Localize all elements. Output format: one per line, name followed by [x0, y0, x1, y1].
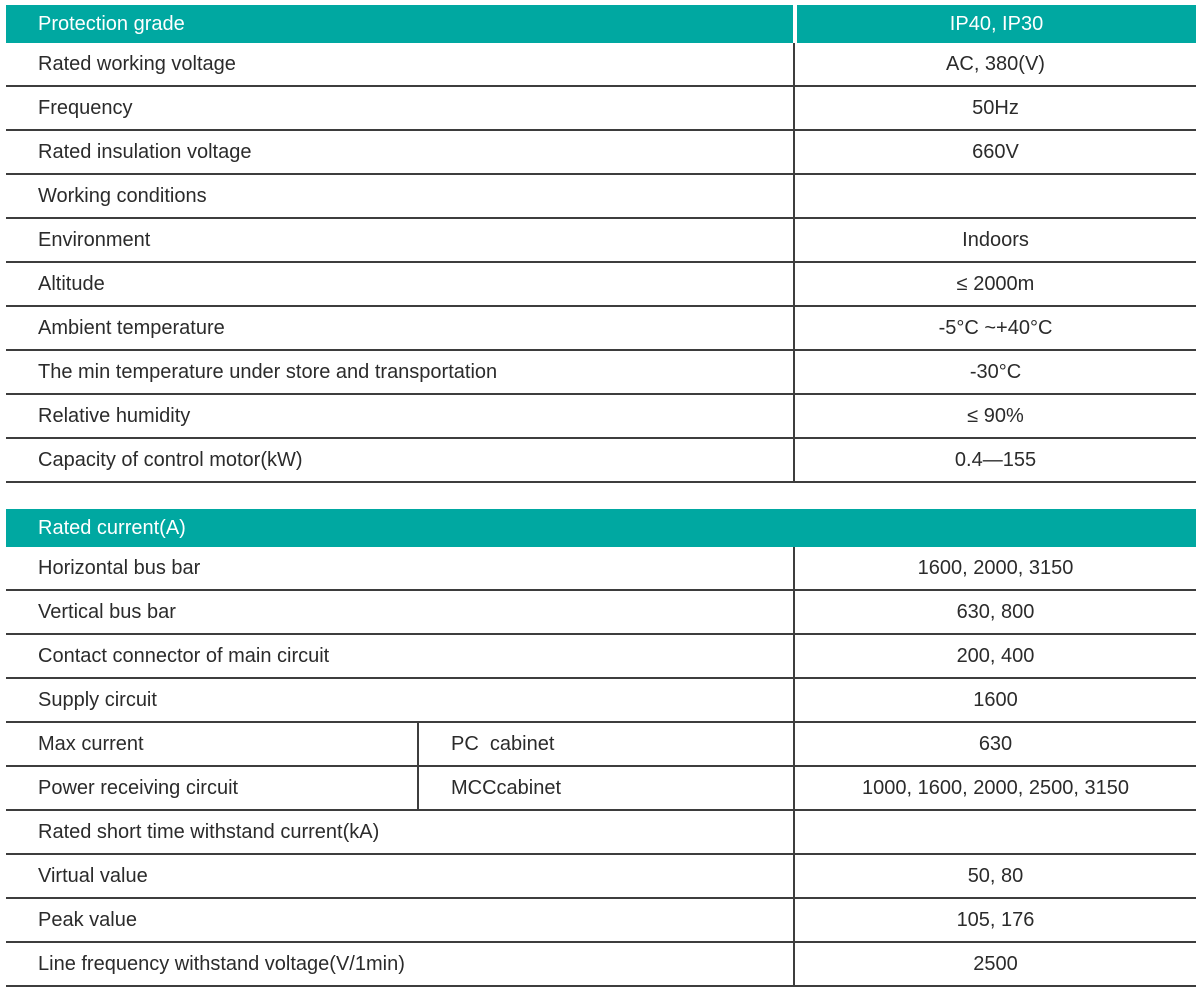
row-label: Frequency [38, 96, 133, 119]
row-value: 50, 80 [793, 855, 1196, 897]
row-label: Rated short time withstand current(kA) [38, 820, 380, 843]
rated-current-table: Rated current(A) Horizontal bus bar 1600… [6, 509, 1196, 987]
row-value: -5°C ~+40°C [793, 307, 1196, 349]
table-row: Rated working voltage AC, 380(V) [6, 43, 1196, 87]
row-label: Power receiving circuit [38, 776, 239, 799]
row-value: 50Hz [793, 87, 1196, 129]
row-value: ≤ 2000m [793, 263, 1196, 305]
row-label: Peak value [38, 908, 137, 931]
table-row: Power receiving circuit MCCcabinet 1000,… [6, 767, 1196, 811]
table-row: Supply circuit 1600 [6, 679, 1196, 723]
table-header: Protection grade IP40, IP30 [6, 5, 1196, 43]
table-row: Rated short time withstand current(kA) [6, 811, 1196, 855]
table-row: Contact connector of main circuit 200, 4… [6, 635, 1196, 679]
row-value: AC, 380(V) [793, 43, 1196, 85]
table-row: Environment Indoors [6, 219, 1196, 263]
row-value [793, 175, 1196, 217]
row-value [793, 811, 1196, 853]
table-row: Frequency 50Hz [6, 87, 1196, 131]
protection-grade-table: Protection grade IP40, IP30 Rated workin… [6, 5, 1196, 483]
row-value: 2500 [793, 943, 1196, 985]
table-row: Working conditions [6, 175, 1196, 219]
row-label: The min temperature under store and tran… [38, 360, 498, 383]
row-label: Horizontal bus bar [38, 556, 201, 579]
table-row: Relative humidity ≤ 90% [6, 395, 1196, 439]
row-label: Virtual value [38, 864, 148, 887]
header-label: Protection grade [6, 5, 793, 43]
row-sub-label: PC cabinet [417, 723, 793, 765]
row-value: ≤ 90% [793, 395, 1196, 437]
row-label: Environment [38, 228, 151, 251]
row-label: Supply circuit [38, 688, 157, 711]
row-label: Max current [38, 732, 144, 755]
table-spacer [6, 483, 1196, 509]
table-row: Capacity of control motor(kW) 0.4—155 [6, 439, 1196, 483]
row-value: 105, 176 [793, 899, 1196, 941]
row-label: Rated insulation voltage [38, 140, 252, 163]
row-value: 630, 800 [793, 591, 1196, 633]
table-row: Max current PC cabinet 630 [6, 723, 1196, 767]
row-label: Altitude [38, 272, 105, 295]
row-label: Capacity of control motor(kW) [38, 448, 303, 471]
row-value: 1000, 1600, 2000, 2500, 3150 [793, 767, 1196, 809]
row-value: -30°C [793, 351, 1196, 393]
row-value: 1600, 2000, 3150 [793, 547, 1196, 589]
row-sub-label: MCCcabinet [417, 767, 793, 809]
table-row: Peak value 105, 176 [6, 899, 1196, 943]
row-value: Indoors [793, 219, 1196, 261]
row-label: Working conditions [38, 184, 207, 207]
row-value: 660V [793, 131, 1196, 173]
row-value: 200, 400 [793, 635, 1196, 677]
row-value: 1600 [793, 679, 1196, 721]
row-label: Contact connector of main circuit [38, 644, 330, 667]
row-value: 630 [793, 723, 1196, 765]
row-label: Vertical bus bar [38, 600, 176, 623]
header-value: IP40, IP30 [797, 5, 1196, 43]
table-row: Horizontal bus bar 1600, 2000, 3150 [6, 547, 1196, 591]
table-row: Altitude ≤ 2000m [6, 263, 1196, 307]
table-row: The min temperature under store and tran… [6, 351, 1196, 395]
table-row: Ambient temperature -5°C ~+40°C [6, 307, 1196, 351]
table-row: Line frequency withstand voltage(V/1min)… [6, 943, 1196, 987]
table-row: Virtual value 50, 80 [6, 855, 1196, 899]
row-label: Relative humidity [38, 404, 191, 427]
row-label: Ambient temperature [38, 316, 225, 339]
table-row: Rated insulation voltage 660V [6, 131, 1196, 175]
row-label: Line frequency withstand voltage(V/1min) [38, 952, 405, 975]
table-row: Vertical bus bar 630, 800 [6, 591, 1196, 635]
table-header: Rated current(A) [6, 509, 1196, 547]
row-value: 0.4—155 [793, 439, 1196, 481]
row-label: Rated working voltage [38, 52, 236, 75]
header-divider [793, 5, 797, 43]
